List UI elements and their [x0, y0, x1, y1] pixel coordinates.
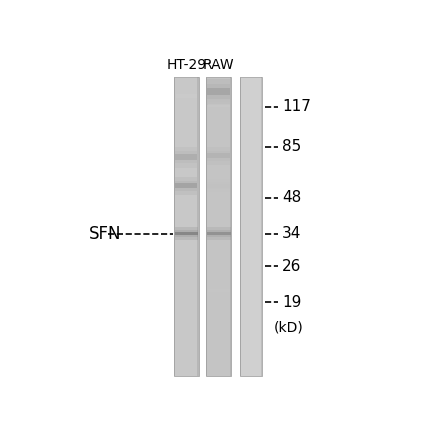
Bar: [208, 165, 230, 176]
Bar: [208, 289, 230, 292]
Bar: [206, 232, 231, 235]
Bar: [208, 287, 230, 293]
Bar: [175, 227, 198, 240]
Bar: [175, 232, 198, 235]
Text: 117: 117: [282, 99, 311, 114]
Bar: [206, 77, 207, 375]
Text: 26: 26: [282, 259, 302, 274]
Bar: [261, 77, 262, 375]
Bar: [240, 77, 242, 375]
Bar: [206, 77, 231, 375]
Bar: [197, 77, 198, 375]
Bar: [207, 78, 230, 105]
Bar: [207, 179, 230, 192]
Bar: [206, 227, 231, 240]
Bar: [175, 151, 197, 164]
Bar: [175, 230, 198, 237]
Bar: [175, 147, 197, 168]
Text: (kD): (kD): [274, 321, 304, 335]
Bar: [175, 177, 197, 194]
Bar: [207, 151, 230, 161]
Bar: [208, 285, 230, 296]
Bar: [176, 90, 197, 103]
Bar: [175, 154, 197, 161]
Bar: [207, 184, 230, 187]
Text: 34: 34: [282, 226, 302, 241]
Bar: [208, 100, 230, 110]
Bar: [207, 182, 230, 190]
Text: SFN: SFN: [89, 224, 121, 243]
Bar: [208, 169, 230, 172]
Bar: [176, 92, 197, 100]
Bar: [240, 77, 262, 375]
Bar: [208, 102, 230, 108]
Bar: [230, 77, 231, 375]
Bar: [174, 77, 176, 375]
Text: RAW: RAW: [203, 58, 235, 71]
Bar: [207, 84, 230, 99]
Text: 19: 19: [282, 295, 302, 310]
Bar: [207, 88, 230, 95]
Bar: [206, 230, 231, 237]
Text: 85: 85: [282, 139, 301, 154]
Text: HT-29: HT-29: [166, 58, 206, 71]
Bar: [207, 153, 230, 158]
Bar: [207, 147, 230, 165]
Bar: [175, 183, 197, 188]
Bar: [176, 94, 197, 98]
Bar: [175, 181, 197, 191]
Bar: [208, 104, 230, 107]
Bar: [174, 77, 198, 375]
Bar: [208, 168, 230, 174]
Text: 48: 48: [282, 190, 301, 205]
